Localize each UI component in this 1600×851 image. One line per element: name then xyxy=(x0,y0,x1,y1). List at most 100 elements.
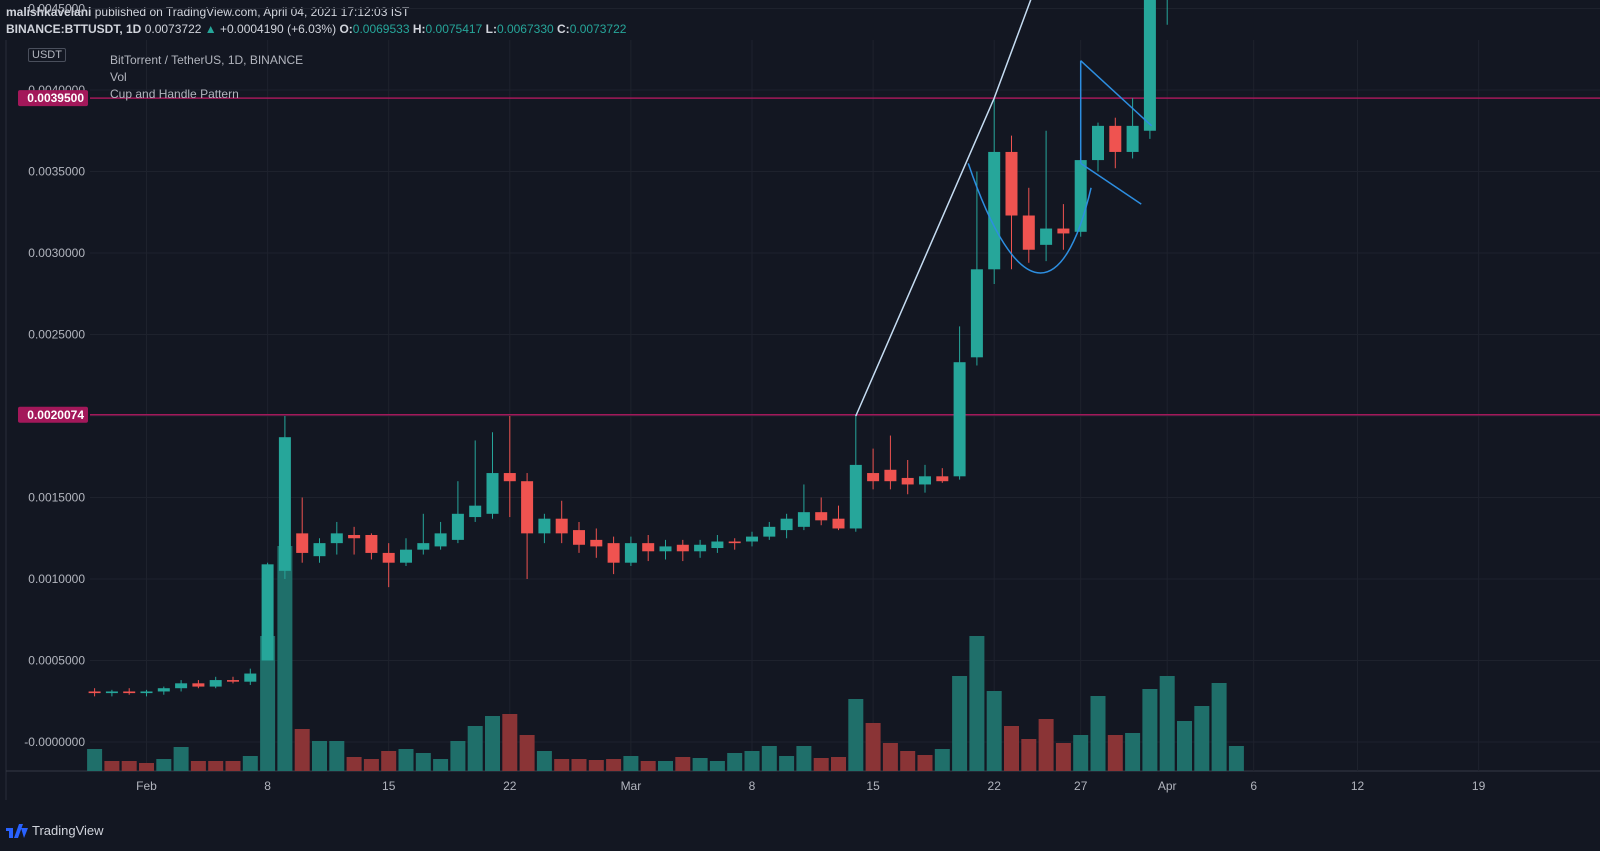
volume-bar xyxy=(969,636,985,771)
candle-body xyxy=(400,549,412,563)
candle-body xyxy=(970,269,983,358)
volume-bar xyxy=(1228,746,1244,771)
candle-body xyxy=(88,691,101,694)
author-name[interactable]: malishkavelani xyxy=(6,5,92,19)
handle-lower-line xyxy=(1080,162,1142,205)
candle-body xyxy=(486,473,499,514)
volume-bar xyxy=(1055,743,1071,771)
candle-body xyxy=(780,518,793,531)
candle-body xyxy=(728,541,741,544)
candle-body xyxy=(469,505,482,518)
low-label: L: xyxy=(485,22,497,36)
candle-body xyxy=(278,437,291,571)
time-tick-label: 8 xyxy=(749,779,756,793)
candle-body xyxy=(642,543,655,552)
high-value: 0.0075417 xyxy=(425,22,483,36)
candle-body xyxy=(209,680,222,687)
time-tick-label: 12 xyxy=(1351,779,1365,793)
cup-pattern-curve xyxy=(967,163,1092,274)
volume-bar xyxy=(1125,733,1141,771)
time-tick-label: 22 xyxy=(503,779,517,793)
candle-body xyxy=(330,533,343,544)
volume-bar xyxy=(588,760,604,771)
volume-bar xyxy=(225,761,241,771)
volume-bar xyxy=(1038,719,1054,771)
candle-body xyxy=(1005,151,1018,216)
volume-bar xyxy=(381,751,397,771)
candle-body xyxy=(261,564,274,661)
volume-bar xyxy=(831,757,846,771)
volume-bar xyxy=(848,699,864,771)
volume-bar xyxy=(796,746,812,771)
volume-bar xyxy=(1194,706,1210,771)
candle-body xyxy=(244,673,257,682)
candle-body xyxy=(659,546,672,552)
candle-body xyxy=(867,473,880,482)
price-level-label: 0.0039500 xyxy=(27,91,84,105)
ohlc-line: BINANCE:BTTUSDT, 1D 0.0073722 ▲ +0.00041… xyxy=(6,22,626,36)
volume-bar xyxy=(467,726,483,771)
price-level-label: 0.0020074 xyxy=(27,408,84,422)
volume-bar xyxy=(87,749,103,771)
candle-body xyxy=(140,691,153,694)
legend-pattern[interactable]: Cup and Handle Pattern xyxy=(110,87,239,101)
price-tick-label: 0.0035000 xyxy=(28,165,85,179)
volume-bar xyxy=(813,758,829,771)
volume-bar xyxy=(900,751,916,771)
symbol-label[interactable]: BINANCE:BTTUSDT, 1D xyxy=(6,22,142,36)
volume-bar xyxy=(882,743,898,771)
open-label: O: xyxy=(339,22,353,36)
time-tick-label: 15 xyxy=(866,779,880,793)
currency-unit-badge[interactable]: USDT xyxy=(28,48,66,62)
candle-body xyxy=(694,544,707,552)
volume-bar xyxy=(640,761,656,771)
price-tick-label: 0.0025000 xyxy=(28,328,85,342)
candle-body xyxy=(1074,160,1087,232)
candle-body xyxy=(590,539,603,547)
time-tick-label: 6 xyxy=(1250,779,1257,793)
price-tick-label: 0.0005000 xyxy=(28,654,85,668)
candle-body xyxy=(296,533,309,553)
last-price: 0.0073722 xyxy=(144,22,202,36)
candle-body xyxy=(849,464,862,529)
price-tick-label: 0.0030000 xyxy=(28,246,85,260)
volume-bar xyxy=(571,759,587,771)
volume-bar xyxy=(242,756,258,771)
time-tick-label: Mar xyxy=(621,779,642,793)
volume-bar xyxy=(623,756,639,771)
candle-body xyxy=(1057,228,1070,234)
volume-bar xyxy=(554,759,570,771)
candle-body xyxy=(157,688,170,692)
candle-body xyxy=(227,680,239,682)
volume-bar xyxy=(934,749,950,771)
candle-body xyxy=(1092,125,1104,161)
candle-body xyxy=(348,534,361,539)
close-label: C: xyxy=(557,22,570,36)
volume-bar xyxy=(121,761,137,771)
volume-bar xyxy=(260,636,276,771)
candle-body xyxy=(1040,228,1053,245)
candle-body xyxy=(555,518,568,534)
legend-title[interactable]: BitTorrent / TetherUS, 1D, BINANCE xyxy=(110,53,304,67)
candle-body xyxy=(192,683,205,687)
candle-body xyxy=(503,473,516,482)
footer-brand[interactable]: TradingView xyxy=(6,823,104,838)
tradingview-logo-icon xyxy=(6,823,28,838)
open-value: 0.0069533 xyxy=(352,22,410,36)
volume-bar xyxy=(606,759,622,771)
volume-bar xyxy=(363,759,379,771)
candle-body xyxy=(936,476,949,482)
volume-bar xyxy=(761,746,777,771)
candle-body xyxy=(763,526,776,537)
candle-body xyxy=(1126,125,1139,152)
volume-bar xyxy=(658,761,673,771)
candle-body xyxy=(676,544,689,552)
candle-body xyxy=(1022,215,1035,250)
volume-bar xyxy=(519,735,535,771)
legend-volume[interactable]: Vol xyxy=(110,70,127,84)
volume-bar xyxy=(779,756,795,771)
volume-bar xyxy=(346,757,362,771)
candle-body xyxy=(919,476,931,485)
volume-bar xyxy=(1073,735,1089,771)
